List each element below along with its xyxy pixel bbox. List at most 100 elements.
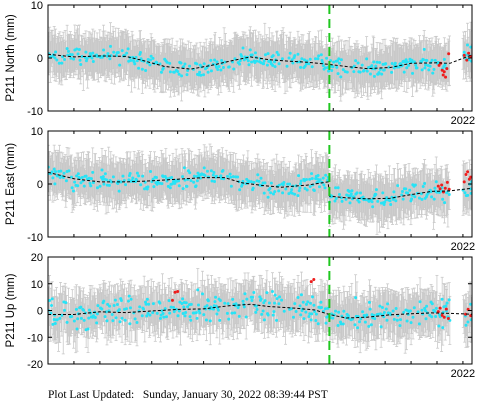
recent-point [444, 75, 448, 79]
data-point [109, 44, 113, 48]
error-bars [48, 21, 472, 102]
data-point [135, 171, 139, 175]
data-point [325, 56, 329, 60]
data-point [290, 58, 294, 62]
data-point [372, 74, 376, 78]
data-point [391, 197, 395, 201]
data-point [149, 54, 153, 58]
data-point [434, 180, 438, 184]
data-point [382, 203, 386, 207]
data-point [354, 59, 358, 63]
data-point [215, 60, 219, 64]
data-point [429, 190, 433, 194]
data-point [298, 186, 302, 190]
data-point [333, 199, 337, 203]
data-point [125, 51, 129, 55]
data-point [209, 58, 213, 62]
data-point [139, 183, 143, 187]
data-point [374, 188, 378, 192]
data-point [146, 185, 150, 189]
recent-points [436, 170, 472, 194]
data-point [266, 195, 270, 199]
data-point [177, 72, 181, 76]
data-point [246, 59, 250, 63]
data-point [199, 73, 203, 77]
data-point [226, 174, 230, 178]
data-point [118, 63, 122, 67]
data-point [415, 66, 419, 70]
data-point [64, 179, 68, 183]
data-point [188, 64, 192, 68]
data-point [214, 65, 218, 69]
data-point [271, 63, 275, 67]
data-point [257, 179, 261, 183]
data-point [384, 62, 388, 66]
data-point [146, 57, 150, 61]
data-point [100, 168, 104, 172]
data-point [297, 174, 301, 178]
data-point [419, 192, 423, 196]
data-point [310, 177, 314, 181]
data-point [76, 184, 80, 188]
data-point [375, 60, 379, 64]
panel-1: -10 0 10 2022 P211 North (mm) [5, 0, 475, 127]
data-point [430, 58, 434, 62]
data-point [334, 197, 338, 201]
data-point [443, 63, 447, 67]
data-point [168, 186, 172, 190]
data-point [151, 177, 155, 181]
data-point [179, 61, 183, 65]
data-point [214, 174, 218, 178]
data-point [256, 173, 260, 177]
data-point [288, 182, 292, 186]
y-tick-label: -10 [27, 232, 43, 244]
data-point [205, 169, 209, 173]
data-point [129, 59, 133, 63]
recent-point [465, 58, 469, 62]
data-point [182, 166, 186, 170]
data-point [262, 59, 266, 63]
data-point [84, 174, 88, 178]
data-point [341, 68, 345, 72]
data-point [227, 65, 231, 69]
data-point [298, 182, 302, 186]
data-point [397, 65, 401, 69]
data-point [71, 189, 75, 193]
data-point [358, 70, 362, 74]
data-point [271, 54, 275, 58]
data-point [339, 75, 343, 79]
data-point [242, 58, 246, 62]
data-point [170, 176, 174, 180]
data-point [73, 180, 77, 184]
data-point [331, 65, 335, 69]
data-point [300, 57, 304, 61]
data-point [370, 64, 374, 68]
data-point [203, 173, 207, 177]
data-point [116, 50, 120, 54]
data-point [209, 69, 213, 73]
data-point [108, 57, 112, 61]
recent-point [441, 73, 445, 77]
data-point [396, 184, 400, 188]
data-point [212, 171, 216, 175]
data-point [209, 169, 213, 173]
data-point [390, 62, 394, 66]
data-point [388, 199, 392, 203]
data-point [238, 188, 242, 192]
data-point [356, 61, 360, 65]
data-point [89, 177, 93, 181]
data-point [181, 175, 185, 179]
y-tick-label: 10 [31, 126, 43, 138]
data-point [412, 60, 416, 64]
data-point [277, 62, 281, 66]
data-point [165, 60, 169, 64]
data-point [316, 177, 320, 181]
data-point [469, 45, 472, 49]
data-point [287, 56, 291, 60]
data-point [137, 174, 141, 178]
data-point [170, 182, 174, 186]
data-point [302, 58, 306, 62]
data-point [365, 69, 369, 73]
data-point [316, 57, 320, 61]
data-point [326, 178, 330, 182]
